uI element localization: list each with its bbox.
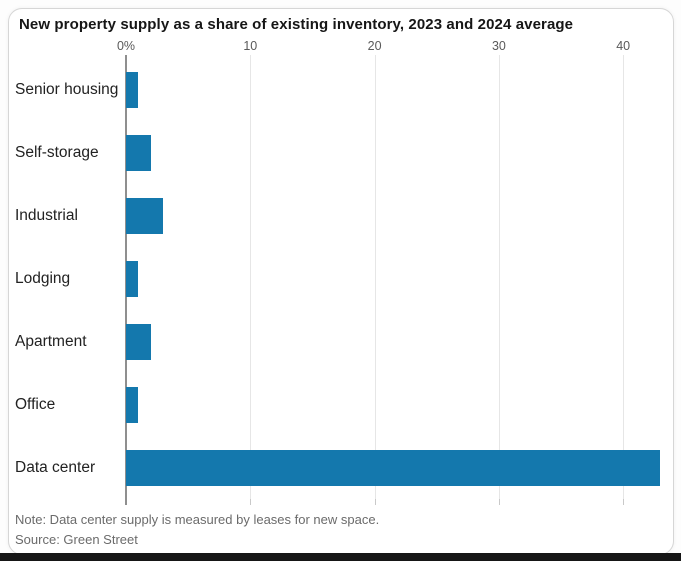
bar-apartment bbox=[126, 323, 151, 360]
gridline bbox=[498, 55, 500, 499]
category-label: Industrial bbox=[15, 207, 78, 225]
x-tick-label: 20 bbox=[367, 39, 382, 53]
bar-lodging bbox=[126, 261, 139, 297]
category-label: Self-storage bbox=[15, 144, 99, 162]
x-axis-tick-mark bbox=[498, 499, 500, 505]
chart-title: New property supply as a share of existi… bbox=[19, 16, 574, 33]
bar-senior-housing bbox=[126, 72, 139, 109]
window-bottom-edge bbox=[0, 553, 681, 561]
category-label: Lodging bbox=[15, 270, 71, 287]
category-label: Apartment bbox=[15, 332, 87, 350]
gridline bbox=[623, 55, 625, 499]
x-axis-tick-mark bbox=[250, 499, 252, 505]
chart-note: Note: Data center supply is measured by … bbox=[15, 512, 380, 527]
bar-self-storage bbox=[126, 135, 151, 172]
x-tick-label: 30 bbox=[491, 39, 506, 53]
bar-office bbox=[126, 386, 139, 423]
chart-source: Source: Green Street bbox=[15, 532, 138, 547]
category-label: Data center bbox=[15, 458, 96, 476]
category-label: Senior housing bbox=[15, 81, 119, 99]
category-label: Office bbox=[15, 395, 56, 413]
x-tick-label: 0% bbox=[116, 39, 136, 53]
x-tick-label: 10 bbox=[243, 39, 258, 53]
x-axis-tick-mark bbox=[374, 499, 376, 505]
chart-card: New property supply as a share of existi… bbox=[8, 8, 674, 555]
bar-data-center bbox=[126, 449, 661, 486]
gridline bbox=[374, 55, 376, 499]
x-tick-label: 40 bbox=[616, 39, 631, 53]
x-axis-tick-mark bbox=[623, 499, 625, 505]
bar-industrial bbox=[126, 198, 164, 235]
gridline bbox=[250, 55, 252, 499]
